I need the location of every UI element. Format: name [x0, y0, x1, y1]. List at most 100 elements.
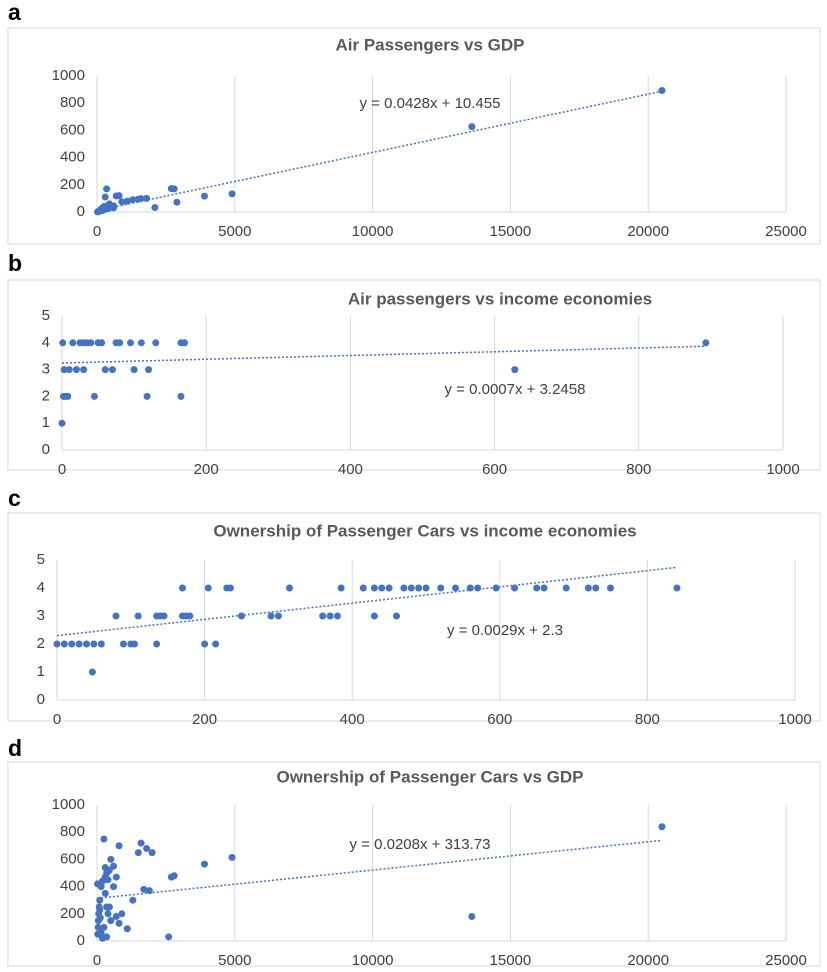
point — [200, 860, 208, 868]
trendline-equation: y = 0.0208x + 313.73 — [350, 836, 491, 853]
point — [101, 873, 109, 881]
point — [94, 923, 102, 931]
point — [702, 339, 710, 347]
x-tick-label: 0 — [53, 711, 61, 728]
point — [97, 929, 105, 937]
x-tick-label: 15000 — [490, 952, 532, 969]
x-tick-label: 25000 — [765, 952, 807, 969]
point — [167, 873, 175, 881]
point — [123, 925, 131, 933]
point — [112, 612, 120, 620]
point — [173, 198, 181, 206]
point — [72, 366, 80, 374]
y-tick-label: 1000 — [52, 796, 85, 813]
trendline — [61, 345, 706, 364]
x-tick-label: 200 — [194, 461, 219, 478]
point — [178, 584, 186, 592]
point — [359, 584, 367, 592]
point — [107, 917, 115, 925]
x-tick-label: 1000 — [778, 711, 811, 728]
y-tick-label: 4 — [37, 579, 45, 596]
x-tick-label: 0 — [58, 461, 66, 478]
trendline-equation: y = 0.0007x + 3.2458 — [445, 381, 586, 398]
point — [492, 584, 500, 592]
point — [370, 584, 378, 592]
point — [118, 198, 126, 206]
point — [392, 612, 400, 620]
trendline — [56, 566, 678, 637]
y-tick-label: 1 — [37, 663, 45, 680]
point — [134, 849, 142, 857]
point — [100, 835, 108, 843]
point — [474, 584, 482, 592]
point — [137, 839, 145, 847]
point — [76, 339, 84, 347]
point — [285, 584, 293, 592]
point — [415, 584, 423, 592]
panel-label: b — [8, 250, 22, 276]
point — [104, 910, 112, 918]
x-tick-label: 10000 — [352, 952, 394, 969]
point — [468, 913, 476, 921]
point — [511, 584, 519, 592]
point — [562, 584, 570, 592]
point — [333, 612, 341, 620]
y-tick-label: 800 — [60, 94, 85, 111]
point — [422, 584, 430, 592]
point — [143, 194, 151, 202]
x-tick-label: 0 — [93, 223, 101, 240]
point — [129, 896, 137, 904]
y-tick-label: 5 — [37, 551, 45, 568]
point — [592, 584, 600, 592]
point — [90, 640, 98, 648]
point — [167, 185, 175, 193]
point — [385, 584, 393, 592]
y-tick-label: 1 — [42, 414, 50, 431]
point — [101, 366, 109, 374]
point — [533, 584, 541, 592]
point — [110, 202, 118, 210]
point — [177, 392, 185, 400]
y-tick-label: 200 — [60, 905, 85, 922]
point — [59, 339, 67, 347]
point — [326, 612, 334, 620]
point — [119, 640, 127, 648]
y-tick-label: 3 — [37, 607, 45, 624]
point — [134, 612, 142, 620]
point — [673, 584, 681, 592]
x-tick-label: 800 — [626, 461, 651, 478]
x-tick-label: 400 — [338, 461, 363, 478]
point — [115, 919, 123, 927]
point — [319, 612, 327, 620]
point — [452, 584, 460, 592]
point — [60, 366, 68, 374]
y-tick-label: 0 — [77, 932, 85, 949]
point — [148, 849, 156, 857]
chart-title: Ownership of Passenger Cars vs income ec… — [213, 521, 636, 540]
y-tick-label: 400 — [60, 149, 85, 166]
point — [75, 640, 83, 648]
point — [134, 195, 142, 203]
point — [200, 192, 208, 200]
point — [65, 366, 73, 374]
panel-label: a — [8, 0, 21, 25]
y-tick-label: 200 — [60, 176, 85, 193]
point — [59, 392, 67, 400]
point — [267, 612, 275, 620]
point — [83, 640, 91, 648]
point — [370, 612, 378, 620]
chart-frame — [7, 761, 821, 967]
y-tick-label: 0 — [77, 203, 85, 220]
point — [108, 366, 116, 374]
point — [105, 903, 113, 911]
point — [107, 855, 115, 863]
point — [165, 933, 173, 941]
point — [110, 883, 118, 891]
point — [97, 640, 105, 648]
point — [658, 823, 666, 831]
point — [68, 640, 76, 648]
point — [115, 842, 123, 850]
y-tick-label: 0 — [37, 691, 45, 708]
point — [177, 339, 185, 347]
point — [378, 584, 386, 592]
